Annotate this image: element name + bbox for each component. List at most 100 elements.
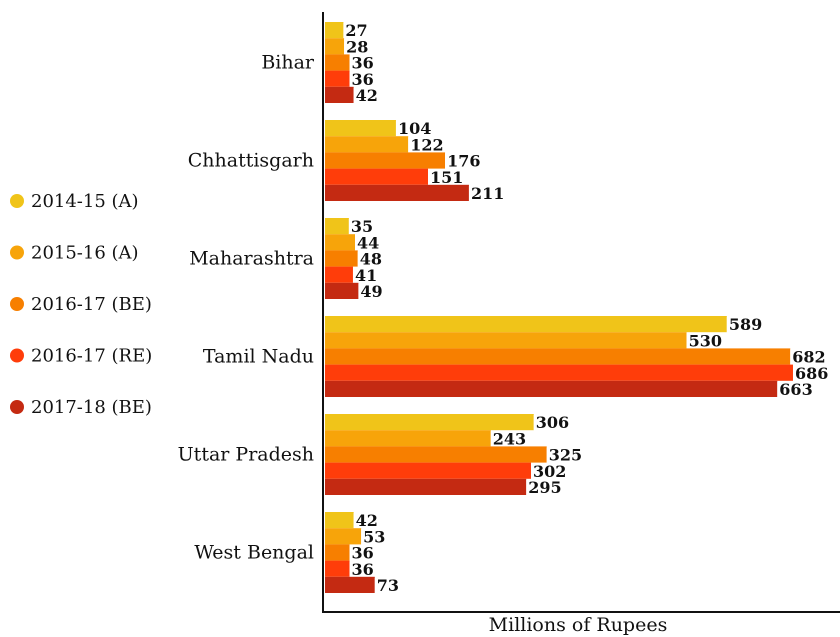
data-label-bg — [349, 55, 373, 71]
legend-marker — [10, 297, 24, 311]
data-label: 122 — [410, 135, 443, 154]
data-label-bg — [358, 283, 382, 299]
category-label: Maharashtra — [189, 248, 314, 270]
data-label-bg — [349, 561, 373, 577]
data-label: 35 — [351, 217, 373, 236]
data-label: 104 — [398, 119, 431, 138]
data-label: 243 — [493, 429, 526, 448]
data-label-bg — [408, 137, 442, 153]
data-label-bg — [526, 479, 560, 495]
data-label-bg — [343, 23, 367, 39]
data-label: 36 — [352, 544, 374, 563]
data-label: 49 — [360, 282, 382, 301]
bar-3-1 — [325, 332, 687, 349]
bar-0-3 — [325, 70, 350, 87]
data-label-bg — [353, 513, 377, 529]
bar-4-2 — [325, 446, 547, 463]
category-label: West Bengal — [194, 542, 314, 564]
category-labels: Bihar Chhattisgarh Maharashtra Tamil Nadu Ut… — [178, 52, 315, 564]
data-label: 176 — [447, 152, 480, 171]
data-label-bg — [777, 381, 811, 397]
bar-0-0 — [325, 22, 344, 39]
legend: 2014-15 (A) 2015-16 (A) 2016-17 (BE) 2016-1… — [10, 191, 152, 418]
data-label: 36 — [352, 54, 374, 73]
data-label-bg — [361, 529, 385, 545]
bar-5-0 — [325, 512, 354, 529]
data-label: 28 — [346, 37, 368, 56]
legend-marker — [10, 194, 24, 208]
bar-3-4 — [325, 380, 778, 397]
bar-2-2 — [325, 250, 358, 267]
bar-4-3 — [325, 462, 532, 479]
data-label: 295 — [528, 478, 561, 497]
data-label-bg — [792, 365, 826, 381]
data-label-bg — [531, 463, 564, 479]
data-label: 302 — [533, 462, 566, 481]
bar-3-2 — [325, 348, 791, 365]
category-label: Chhattisgarh — [188, 150, 314, 172]
bar-3-3 — [325, 364, 793, 381]
bar-5-2 — [325, 544, 350, 561]
data-label: 73 — [377, 576, 399, 595]
legend-marker — [10, 245, 24, 260]
data-label-bg — [395, 121, 429, 137]
data-label-bg — [790, 349, 824, 365]
data-label: 686 — [795, 364, 828, 383]
data-label-bg — [533, 415, 567, 431]
data-label-bg — [445, 153, 478, 169]
bar-2-3 — [325, 266, 353, 283]
bar-4-1 — [325, 430, 491, 447]
data-label: 589 — [729, 315, 762, 334]
category-label: Uttar Pradesh — [178, 444, 314, 466]
data-label-bg — [349, 545, 373, 561]
data-label-bg — [355, 235, 379, 251]
bar-1-3 — [325, 168, 429, 185]
data-label-bg — [546, 447, 580, 463]
data-label-bg — [348, 219, 373, 235]
bar-2-1 — [325, 234, 356, 251]
data-label-bg — [353, 87, 377, 103]
data-label-bg — [428, 169, 461, 185]
bar-4-4 — [325, 478, 527, 495]
bar-1-2 — [325, 152, 446, 169]
legend-marker — [10, 348, 24, 363]
data-label: 48 — [360, 250, 382, 269]
legend-label: 2016-17 (RE) — [31, 346, 152, 367]
legend-label: 2015-16 (A) — [31, 243, 139, 264]
data-label: 36 — [352, 70, 374, 89]
bar-5-1 — [325, 528, 362, 545]
data-label: 42 — [356, 511, 378, 530]
category-label: Bihar — [261, 52, 315, 74]
legend-label: 2014-15 (A) — [31, 191, 139, 212]
category-label: Tamil Nadu — [203, 346, 314, 368]
bars: 2728363642104122176151211354448414958953… — [325, 21, 828, 595]
bar-0-4 — [325, 86, 354, 103]
data-label: 151 — [430, 168, 463, 187]
bar-3-0 — [325, 316, 727, 333]
data-label: 530 — [689, 331, 722, 350]
data-label-bg — [344, 39, 368, 55]
data-label-bg — [468, 185, 502, 201]
data-label: 53 — [363, 527, 385, 546]
data-label: 36 — [352, 560, 374, 579]
data-label: 682 — [792, 348, 825, 367]
bar-4-0 — [325, 414, 534, 431]
legend-label: 2017-18 (BE) — [31, 397, 152, 418]
bar-2-4 — [325, 282, 359, 299]
data-label-bg — [374, 577, 399, 593]
data-label-bg — [686, 333, 720, 349]
axes — [322, 12, 840, 613]
data-label-bg — [349, 71, 373, 87]
data-label: 211 — [471, 184, 504, 203]
data-label: 42 — [356, 86, 378, 105]
data-label: 325 — [549, 446, 582, 465]
bar-1-4 — [325, 184, 469, 201]
data-label: 41 — [355, 266, 377, 285]
bar-2-0 — [325, 218, 349, 235]
data-label: 306 — [536, 413, 569, 432]
bar-1-1 — [325, 136, 409, 153]
bar-5-4 — [325, 576, 375, 593]
bar-0-1 — [325, 38, 345, 55]
x-axis-title: Millions of Rupees — [489, 614, 668, 636]
bar-0-2 — [325, 54, 350, 71]
